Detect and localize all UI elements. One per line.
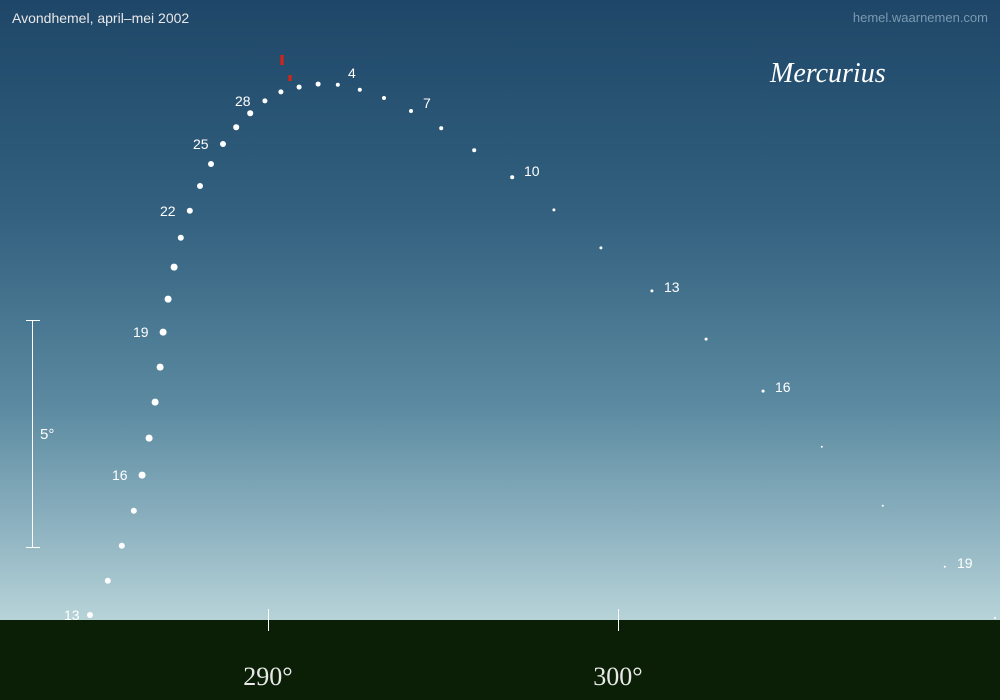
title-left: Avondhemel, april–mei 2002	[12, 10, 189, 26]
elevation-scale-bar	[32, 320, 33, 548]
date-label: 19	[133, 324, 149, 340]
date-label: 13	[664, 279, 680, 295]
scale-cap-bottom	[26, 547, 40, 548]
date-label: 28	[235, 93, 251, 109]
mercury-position-dot	[409, 109, 413, 113]
mercury-position-dot	[439, 126, 443, 130]
mercury-position-dot	[233, 124, 239, 130]
mercury-position-dot	[139, 472, 146, 479]
mercury-position-dot	[152, 399, 159, 406]
date-label: 7	[423, 95, 431, 111]
date-label: 10	[524, 163, 540, 179]
mercury-position-dot	[160, 329, 167, 336]
date-label: 16	[775, 379, 791, 395]
mercury-position-dot	[510, 175, 514, 179]
date-label: 25	[193, 136, 209, 152]
mercury-position-dot	[382, 96, 386, 100]
date-label: 19	[957, 555, 973, 571]
mercury-position-dot	[165, 296, 172, 303]
red-marker	[281, 55, 284, 65]
scale-cap-top	[26, 320, 40, 321]
source-attribution: hemel.waarnemen.com	[853, 10, 988, 25]
mercury-position-dot	[171, 264, 178, 271]
mercury-position-dot	[994, 617, 996, 619]
azimuth-tick	[618, 609, 619, 631]
azimuth-label: 300°	[593, 662, 642, 692]
planet-name-label: Mercurius	[770, 58, 886, 90]
red-marker	[289, 75, 292, 81]
mercury-position-dot	[472, 148, 476, 152]
mercury-position-dot	[705, 338, 708, 341]
mercury-position-dot	[297, 85, 302, 90]
mercury-position-dot	[762, 390, 765, 393]
mercury-position-dot	[208, 161, 214, 167]
ground-horizon	[0, 620, 1000, 700]
date-label: 4	[348, 65, 356, 81]
elevation-scale-label: 5°	[40, 426, 54, 443]
mercury-position-dot	[157, 364, 164, 371]
mercury-position-dot	[220, 141, 226, 147]
mercury-position-dot	[316, 82, 321, 87]
azimuth-tick	[268, 609, 269, 631]
mercury-position-dot	[146, 435, 153, 442]
mercury-position-dot	[197, 183, 203, 189]
mercury-position-dot	[87, 612, 93, 618]
sky-gradient	[0, 0, 1000, 620]
azimuth-label: 290°	[243, 662, 292, 692]
date-label: 22	[160, 203, 176, 219]
date-label: 16	[112, 467, 128, 483]
mercury-position-dot	[247, 110, 253, 116]
date-label: 13	[64, 607, 80, 623]
